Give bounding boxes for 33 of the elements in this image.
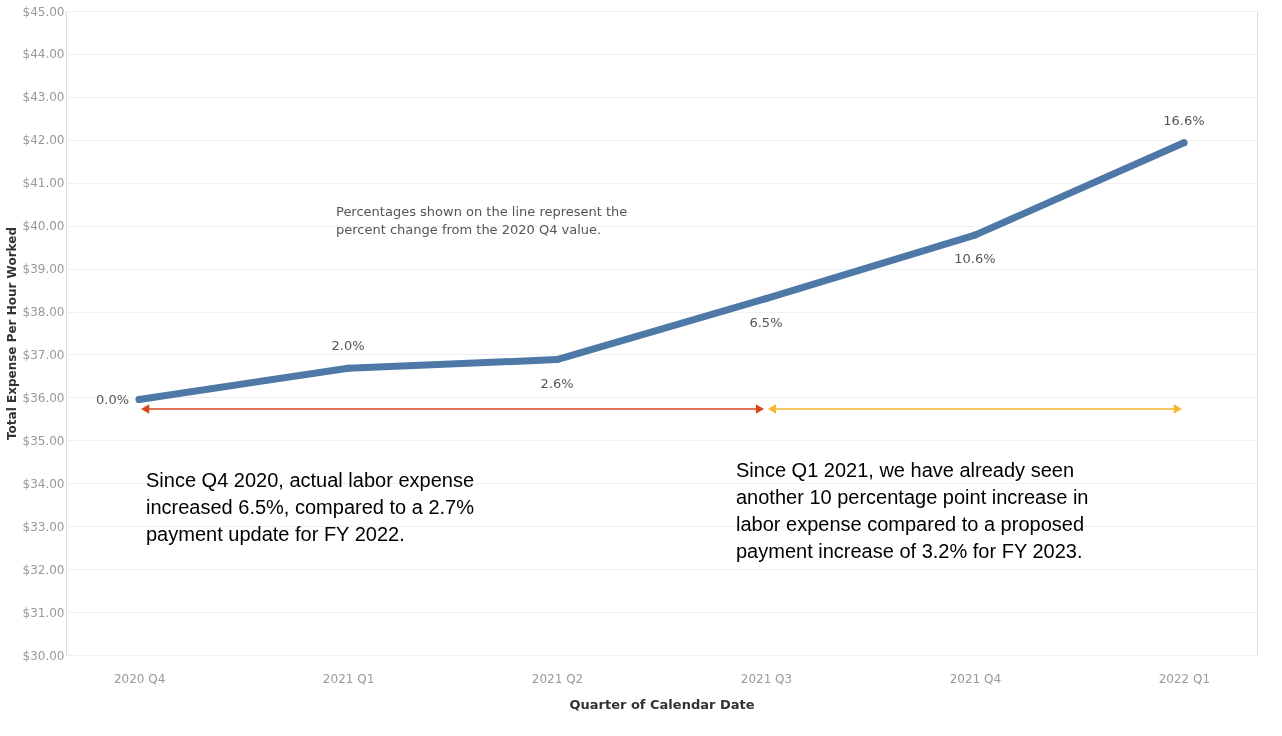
y-tick-label: $33.00 xyxy=(22,519,65,534)
x-tick-label: 2022 Q1 xyxy=(1158,671,1211,686)
annotation: Since Q1 2021, we have already seen another 10 percentage point increase in labor expense compared to a proposed payment increase of 3.2% for FY 2023. xyxy=(736,459,1089,562)
y-tick-label: $38.00 xyxy=(22,305,65,320)
y-tick-label: $44.00 xyxy=(22,47,65,62)
annotation: 6.5% xyxy=(749,314,783,330)
x-axis-title: Quarter of Calendar Date xyxy=(569,696,755,712)
y-tick-label: $36.00 xyxy=(22,390,65,405)
x-tick-label: 2020 Q4 xyxy=(113,671,166,686)
y-tick-label: $37.00 xyxy=(22,347,65,362)
y-tick-label: $30.00 xyxy=(22,648,65,663)
y-axis-title: Total Expense Per Hour Worked xyxy=(4,227,19,440)
y-tick-label: $40.00 xyxy=(22,219,65,234)
y-tick-label: $42.00 xyxy=(22,133,65,148)
y-tick-label: $34.00 xyxy=(22,476,65,491)
y-tick-label: $41.00 xyxy=(22,176,65,191)
annotation: 2.6% xyxy=(540,375,574,391)
y-tick-label: $31.00 xyxy=(22,605,65,620)
y-tick-label: $45.00 xyxy=(22,4,65,19)
annotation: 2.0% xyxy=(331,338,365,354)
x-tick-label: 2021 Q4 xyxy=(949,671,1002,686)
x-tick-label: 2021 Q1 xyxy=(322,671,375,686)
y-tick-label: $39.00 xyxy=(22,262,65,277)
annotation: Percentages shown on the line represent the percent change from the 2020 Q4 value. xyxy=(336,204,628,237)
annotation: 16.6% xyxy=(1163,112,1205,128)
y-tick-label: $43.00 xyxy=(22,90,65,105)
y-tick-label: $32.00 xyxy=(22,562,65,577)
x-tick-label: 2021 Q2 xyxy=(531,671,584,686)
x-tick-label: 2021 Q3 xyxy=(740,671,793,686)
annotation: Since Q4 2020, actual labor expense increased 6.5%, compared to a 2.7% payment update for FY 2022. xyxy=(146,469,475,545)
annotation: 0.0% xyxy=(96,391,130,407)
annotation: 10.6% xyxy=(954,251,996,267)
y-tick-label: $35.00 xyxy=(22,433,65,448)
